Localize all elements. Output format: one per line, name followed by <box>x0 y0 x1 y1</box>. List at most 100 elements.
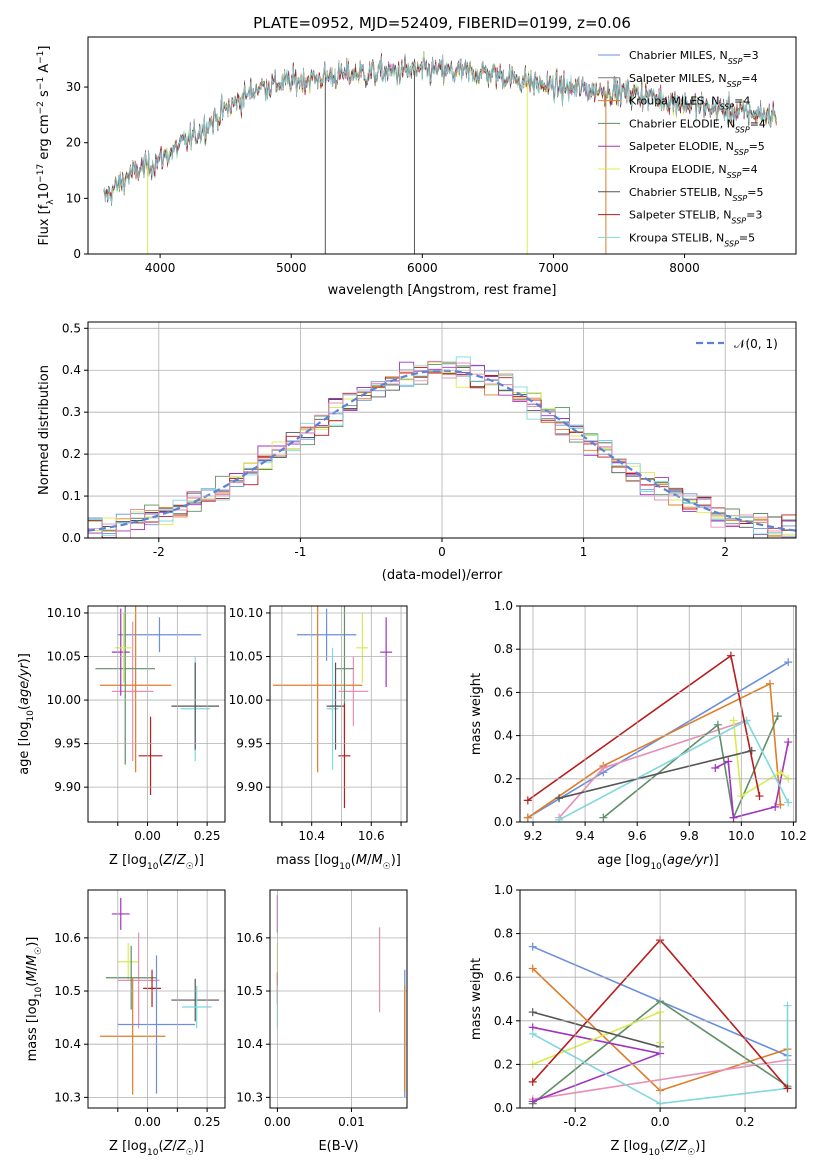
weight-marker <box>784 798 793 807</box>
weight-marker <box>528 1097 537 1106</box>
y-axis-label: mass weight <box>469 673 484 755</box>
legend-label: Kroupa STELIB, NSSP=5 <box>629 231 755 248</box>
weight-line <box>532 1005 789 1105</box>
x-tick-label: 10.6 <box>358 829 385 843</box>
y-axis-label: Flux [fλ10−17 erg cm−2 s−1 A−1] <box>36 46 56 246</box>
weight-line <box>527 661 789 819</box>
y-tick-label: 10.10 <box>47 606 81 620</box>
weight-marker <box>784 738 793 747</box>
chart-title: PLATE=0952, MJD=52409, FIBERID=0199, z=0… <box>253 14 631 32</box>
y-tick-label: 10.05 <box>229 650 263 664</box>
y-tick-label: 10.6 <box>236 931 263 945</box>
y-tick-label: 0.1 <box>62 489 81 503</box>
legend-label: Salpeter MILES, NSSP=4 <box>629 72 758 89</box>
weight-marker <box>747 746 756 755</box>
panel-mass_Z: 0.00 0.25 10.3 10.4 10.5 10.6 Z [log10(Z/Z☉)] m… <box>25 889 226 1158</box>
x-tick-label: 0.0 <box>651 1115 670 1129</box>
legend-label: Kroupa MILES, NSSP=4 <box>629 95 750 112</box>
y-tick-label: 9.95 <box>54 737 81 751</box>
x-tick-label: 9.6 <box>628 829 647 843</box>
weight-marker <box>528 942 537 951</box>
y-tick-label: 9.95 <box>236 737 263 751</box>
x-axis-label: wavelength [Angstrom, rest frame] <box>328 283 557 298</box>
x-tick-label: 7000 <box>538 261 569 275</box>
weight-line <box>732 720 789 798</box>
y-tick-label: 10 <box>66 191 81 205</box>
x-tick-label: 10.4 <box>298 829 325 843</box>
axes-frame <box>269 605 408 823</box>
weight-marker <box>711 764 720 772</box>
weight-marker <box>771 802 780 811</box>
x-tick-label: 10.0 <box>728 829 755 843</box>
y-tick-label: 10.10 <box>229 606 263 620</box>
y-tick-label: 0.5 <box>62 321 81 335</box>
weight-marker <box>784 658 793 667</box>
weight-line <box>602 715 779 821</box>
legend-label: Salpeter ELODIE, NSSP=5 <box>629 140 765 157</box>
weight-marker <box>729 813 738 822</box>
panel-mass_ebv: 0.00 0.01 10.3 10.4 10.5 10.6 E(B-V) <box>236 889 408 1154</box>
axes-frame <box>269 889 408 1109</box>
legend-label: 𝒩(0, 1) <box>734 337 778 351</box>
axes-frame <box>87 321 797 539</box>
y-tick-label: 0.2 <box>62 447 81 461</box>
legend: Chabrier MILES, NSSP=3 Salpeter MILES, NS… <box>598 49 766 248</box>
y-tick-label: 10.4 <box>236 1037 263 1051</box>
y-tick-label: 0.0 <box>494 815 513 829</box>
y-tick-label: 0.3 <box>62 405 81 419</box>
axes-frame <box>87 36 797 255</box>
weight-marker <box>555 794 564 803</box>
y-tick-label: 10.05 <box>47 650 81 664</box>
y-tick-label: 10.4 <box>54 1037 81 1051</box>
x-tick-label: -1 <box>294 545 306 559</box>
weight-marker <box>776 800 785 809</box>
weight-marker <box>724 757 733 766</box>
axes-frame <box>519 605 797 823</box>
legend-label: Chabrier STELIB, NSSP=5 <box>629 186 763 203</box>
weight-marker <box>599 813 608 822</box>
y-axis-label: mass weight <box>469 958 484 1040</box>
y-tick-label: 0.0 <box>494 1101 513 1115</box>
x-axis-label: (data-model)/error <box>382 568 503 583</box>
y-tick-label: 0.4 <box>62 363 81 377</box>
x-tick-label: 0.00 <box>264 1115 291 1129</box>
y-tick-label: 20 <box>66 136 81 150</box>
y-tick-label: 10.6 <box>54 931 81 945</box>
x-axis-label: Z [log10(Z/Z☉)] <box>109 1139 204 1158</box>
weight-marker <box>528 1029 537 1038</box>
weight-marker <box>729 716 738 725</box>
weight-marker <box>523 813 532 822</box>
panel-residuals: -2 -1 0 1 2 0.0 0.1 0.2 0.3 0.4 0.5 (data-model)/er… <box>37 321 797 583</box>
x-tick-label: 0.00 <box>134 1115 161 1129</box>
spectrum-line <box>103 55 777 204</box>
x-tick-label: 0.25 <box>194 1115 221 1129</box>
weight-marker <box>726 651 735 660</box>
x-tick-label: 9.8 <box>680 829 699 843</box>
x-tick-label: 0.01 <box>338 1115 365 1129</box>
panel-age_mass: 10.4 10.6 9.90 9.95 10.00 10.05 10.10 mass [log… <box>229 605 408 872</box>
y-tick-label: 0 <box>73 247 81 261</box>
weight-marker <box>783 1084 792 1093</box>
weight-marker <box>713 720 722 729</box>
legend-label: Chabrier ELODIE, NSSP=4 <box>629 117 766 133</box>
y-tick-label: 9.90 <box>236 780 263 794</box>
weight-marker <box>755 792 764 801</box>
x-tick-label: 4000 <box>145 261 176 275</box>
x-tick-label: 0 <box>438 545 446 559</box>
weight-line <box>558 749 752 799</box>
x-axis-label: mass [log10(M/M☉)] <box>276 853 401 872</box>
x-axis-label: E(B-V) <box>318 1139 358 1154</box>
weight-marker <box>528 1077 537 1086</box>
weight-marker <box>599 764 608 772</box>
panel-spectrum: 4000 5000 6000 7000 8000 0 10 20 30 PLATE=0952, M… <box>36 14 797 298</box>
axes-frame <box>87 889 226 1109</box>
x-tick-label: 10.2 <box>780 829 807 843</box>
plot-area-spectrum <box>103 51 777 254</box>
axes-frame <box>519 889 797 1109</box>
plot-area-weight_age <box>523 651 793 822</box>
x-tick-label: 2 <box>721 545 729 559</box>
y-tick-label: 10.3 <box>54 1090 81 1104</box>
panel-age_Z: 0.00 0.25 9.90 9.95 10.00 10.05 10.10 Z [log10(… <box>17 605 226 872</box>
y-axis-label: age [log10(age/yr)] <box>17 653 36 775</box>
